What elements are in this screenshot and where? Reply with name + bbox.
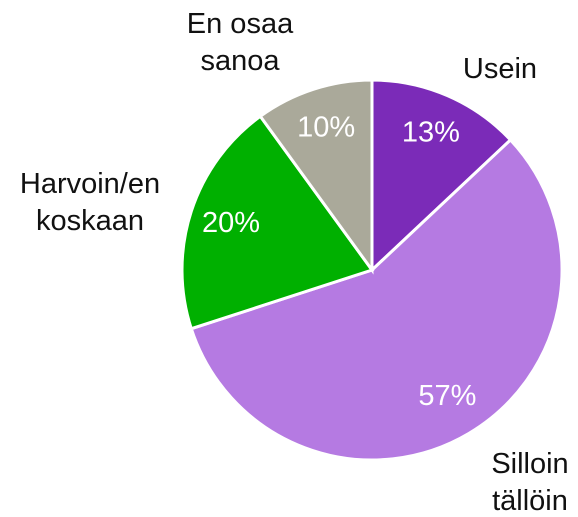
category-label-line: En osaa [187, 8, 294, 40]
pie-slice [180, 114, 375, 331]
category-label-line: Harvoin/en [20, 168, 160, 200]
pie-slice [370, 78, 513, 274]
pie-slice [258, 78, 374, 275]
value-label: 20% [202, 207, 260, 239]
category-label-line: Silloin [491, 448, 568, 480]
value-label: 10% [297, 112, 355, 144]
category-label-line: tällöin [492, 485, 568, 512]
category-label: Usein [463, 53, 537, 85]
category-label-line: koskaan [36, 205, 144, 237]
pie-slice [189, 137, 564, 462]
category-label: Harvoin/en koskaan [20, 168, 160, 237]
category-label-line: sanoa [200, 45, 280, 77]
value-label: 13% [402, 117, 460, 149]
value-label: 57% [418, 380, 476, 412]
category-label: En osaa sanoa [187, 8, 294, 77]
category-label-line: Usein [463, 53, 537, 85]
category-label: Silloin tällöin [491, 448, 568, 512]
